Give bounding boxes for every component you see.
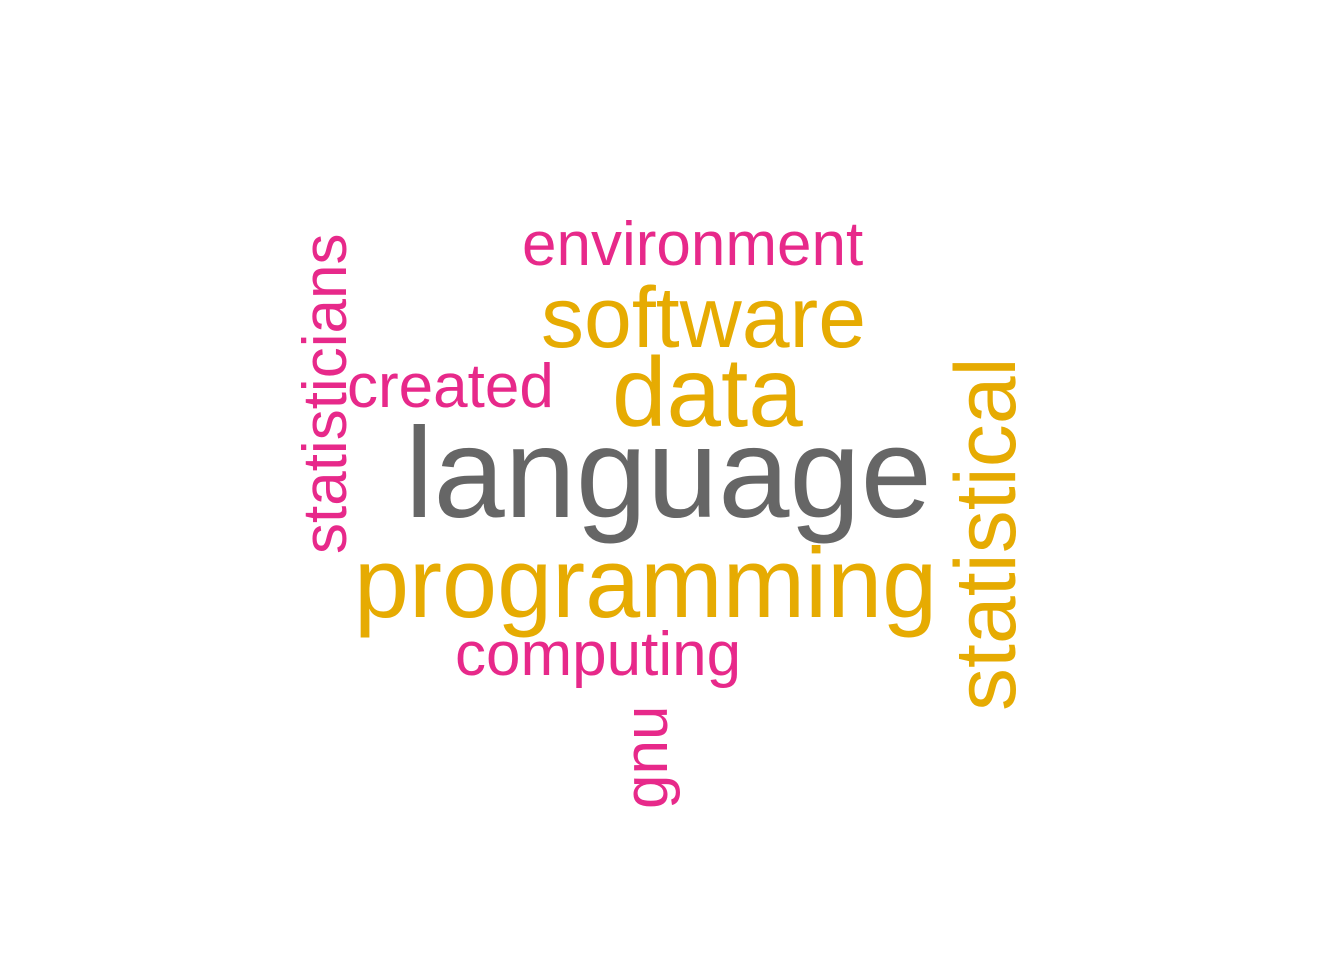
word-programming: programming (354, 527, 938, 638)
word-created: created (347, 352, 554, 421)
word-statisticians: statisticians (291, 233, 360, 554)
word-language: language (405, 402, 932, 545)
word-software: software (541, 270, 867, 366)
word-environment: environment (522, 210, 864, 279)
word-statistical: statistical (938, 357, 1034, 711)
word-gnu: gnu (612, 705, 681, 809)
word-data: data (612, 337, 803, 447)
word-computing: computing (455, 620, 742, 689)
